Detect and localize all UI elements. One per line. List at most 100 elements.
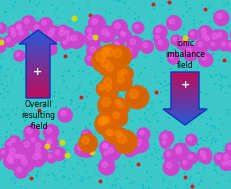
Point (63, 55, 67, 58)
Point (188, 33, 191, 36)
Point (159, 82, 163, 85)
Point (51, 29, 55, 32)
Circle shape (102, 29, 107, 35)
Point (199, 20, 203, 23)
Point (164, 145, 168, 148)
Point (111, 165, 115, 168)
Circle shape (114, 131, 137, 153)
Point (218, 117, 221, 120)
Point (108, 126, 112, 129)
Point (167, 82, 171, 85)
Point (23, 118, 27, 121)
Point (61, 175, 64, 178)
Point (98, 179, 102, 182)
Point (162, 72, 166, 75)
Point (28, 0, 31, 3)
Point (188, 186, 191, 189)
Point (122, 62, 126, 65)
Point (132, 180, 136, 183)
Point (199, 133, 203, 136)
Point (188, 31, 192, 34)
Point (27, 33, 30, 36)
Point (108, 122, 112, 125)
Point (11, 109, 15, 112)
Point (179, 40, 182, 43)
Circle shape (203, 34, 215, 46)
Point (183, 99, 187, 102)
Point (86, 184, 90, 187)
Point (229, 157, 231, 160)
Circle shape (167, 16, 181, 30)
Point (54, 179, 58, 182)
Point (216, 19, 220, 22)
Point (213, 127, 217, 130)
Point (21, 40, 24, 43)
Circle shape (106, 64, 113, 71)
Circle shape (113, 128, 129, 144)
Point (200, 116, 204, 119)
Point (189, 149, 193, 152)
Point (34, 173, 38, 176)
Point (6, 91, 10, 94)
Point (137, 15, 140, 18)
Point (152, 53, 156, 57)
Point (177, 123, 181, 126)
Circle shape (115, 100, 130, 114)
Point (222, 149, 225, 152)
Point (67, 128, 71, 131)
Point (149, 176, 153, 179)
Point (82, 108, 85, 111)
Point (122, 185, 126, 188)
Point (2, 109, 5, 112)
Point (224, 131, 228, 134)
Point (0, 93, 3, 96)
Point (65, 55, 69, 58)
Point (14, 78, 18, 81)
Circle shape (229, 43, 231, 47)
Point (51, 34, 55, 37)
Point (174, 145, 178, 148)
Point (104, 11, 108, 14)
Point (111, 183, 115, 186)
Point (104, 65, 107, 68)
Circle shape (99, 116, 108, 125)
Circle shape (209, 30, 225, 46)
Point (164, 164, 168, 167)
Point (59, 168, 63, 171)
Point (84, 170, 88, 173)
Point (31, 102, 34, 105)
Point (2, 174, 5, 177)
Point (227, 60, 231, 63)
Point (208, 160, 211, 163)
Point (133, 50, 137, 53)
Point (94, 67, 98, 70)
Circle shape (116, 43, 120, 47)
Circle shape (170, 55, 174, 59)
Point (196, 2, 200, 5)
Point (57, 43, 61, 46)
Point (116, 177, 120, 180)
Point (80, 40, 84, 43)
Point (160, 70, 163, 74)
Circle shape (24, 125, 39, 140)
Point (114, 41, 118, 44)
Circle shape (130, 144, 134, 148)
Point (16, 157, 19, 160)
Point (128, 95, 131, 98)
Point (182, 107, 186, 110)
Point (220, 31, 224, 34)
Point (179, 145, 182, 148)
Circle shape (103, 61, 122, 79)
Point (108, 75, 112, 78)
Point (150, 33, 154, 36)
Point (29, 134, 33, 137)
Point (201, 179, 204, 182)
Point (205, 136, 209, 139)
Point (53, 175, 57, 178)
Point (13, 182, 17, 185)
Point (46, 31, 50, 34)
Point (96, 36, 100, 39)
Point (59, 169, 63, 172)
Point (205, 142, 209, 145)
Point (144, 118, 147, 121)
